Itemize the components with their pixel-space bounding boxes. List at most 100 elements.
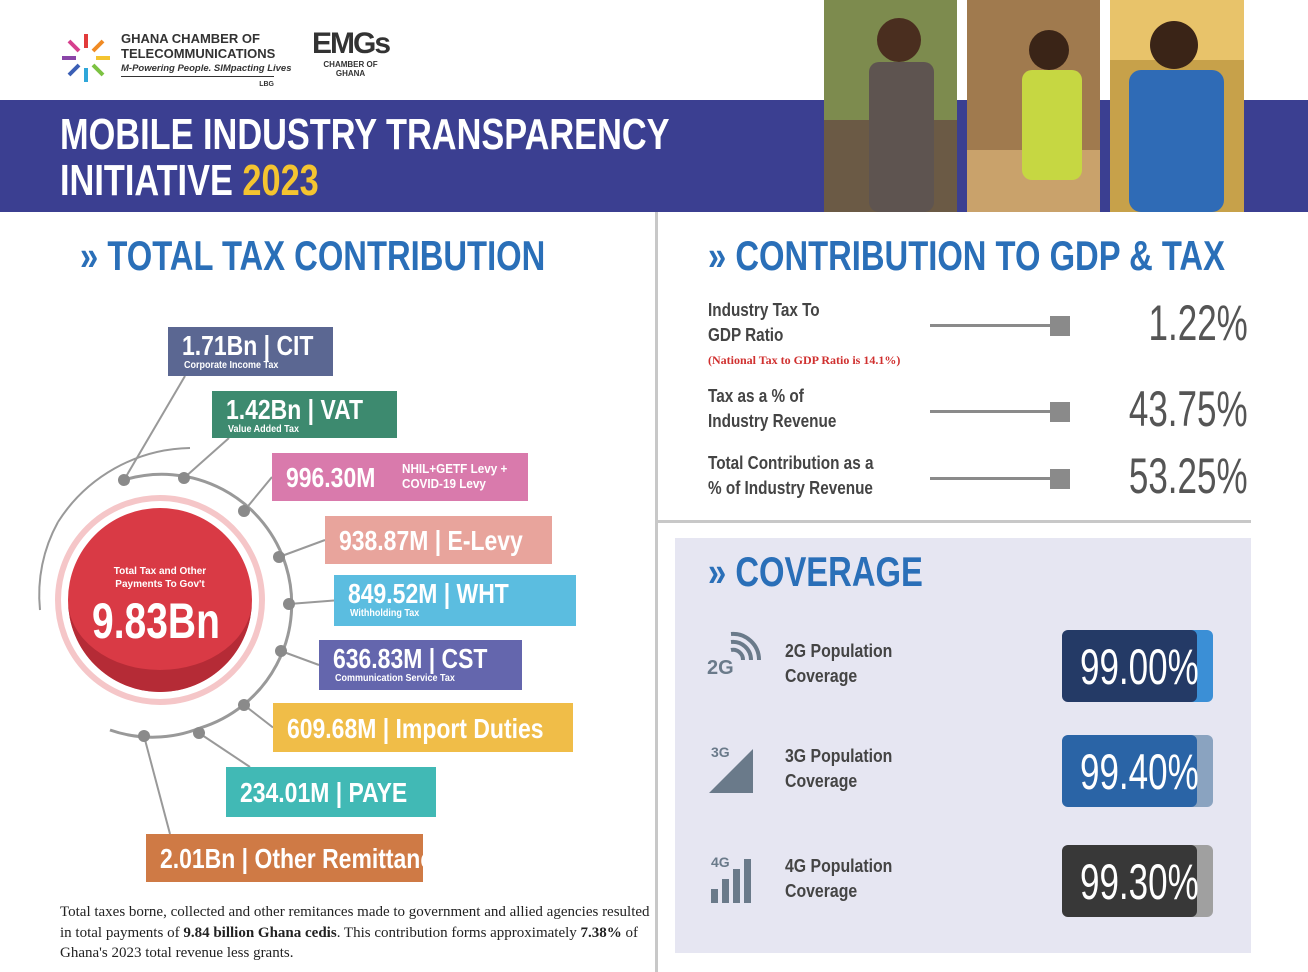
gdp-label: Total Contribution as a % of Industry Re… bbox=[708, 453, 874, 498]
coverage-value: 99.00% bbox=[1080, 639, 1199, 695]
gdp-value: 43.75% bbox=[1129, 381, 1248, 437]
tax-main: 636.83M | CST bbox=[333, 643, 488, 674]
tax-main: 234.01M | PAYE bbox=[240, 777, 408, 808]
coverage-label: 2G Population Coverage bbox=[785, 641, 893, 686]
center-value: 9.83Bn bbox=[92, 593, 220, 649]
dot bbox=[118, 474, 130, 486]
slider-line bbox=[930, 410, 1060, 413]
tax-box: 849.52M | WHT Withholding Tax bbox=[334, 575, 576, 626]
connector bbox=[123, 375, 186, 481]
signal-triangle bbox=[709, 749, 753, 793]
network-icon-label: 4G bbox=[711, 854, 730, 870]
coverage-label: 3G Population Coverage bbox=[785, 746, 893, 791]
tax-box: 234.01M | PAYE bbox=[226, 767, 436, 817]
tax-wheel bbox=[38, 375, 335, 835]
network-icon: 4G bbox=[711, 854, 751, 903]
connector bbox=[280, 650, 320, 666]
ems-logo-text: EMGs bbox=[312, 27, 391, 60]
divider bbox=[658, 520, 1251, 523]
section-heading: » COVERAGE bbox=[708, 548, 923, 595]
coverage-value: 99.40% bbox=[1080, 744, 1199, 800]
ems-line: GHANA bbox=[335, 69, 366, 78]
tax-box: 938.87M | E-Levy bbox=[325, 516, 552, 564]
signal-arc bbox=[730, 647, 745, 661]
tax-box: 636.83M | CST Communication Service Tax bbox=[319, 640, 522, 690]
tax-main: 609.68M | Import Duties bbox=[287, 712, 544, 744]
tax-box: 1.71Bn | CIT Corporate Income Tax bbox=[168, 327, 333, 376]
tax-box: 609.68M | Import Duties bbox=[273, 703, 573, 752]
tax-main: 1.42Bn | VAT bbox=[226, 394, 363, 425]
divider bbox=[655, 212, 658, 972]
signal-arc bbox=[730, 639, 754, 661]
dot bbox=[138, 730, 150, 742]
dot bbox=[238, 699, 250, 711]
gdp-label: Tax as a % of Industry Revenue bbox=[708, 386, 837, 431]
connector bbox=[198, 732, 251, 768]
tax-main: 938.87M | E-Levy bbox=[339, 525, 523, 556]
tax-sub: Value Added Tax bbox=[228, 424, 300, 435]
slider-line bbox=[930, 477, 1060, 480]
dot bbox=[193, 727, 205, 739]
tax-box: 2.01Bn | Other Remittances bbox=[146, 834, 423, 882]
tax-sub: Corporate Income Tax bbox=[184, 360, 279, 371]
org-suffix: LBG bbox=[121, 76, 274, 92]
slider-knob bbox=[1050, 469, 1070, 489]
connector bbox=[243, 704, 274, 729]
connector bbox=[183, 437, 230, 479]
network-icon-label: 2G bbox=[707, 657, 734, 679]
ems-line: CHAMBER OF bbox=[323, 60, 378, 69]
slider-knob bbox=[1050, 316, 1070, 336]
connector bbox=[143, 735, 171, 835]
tax-note: NHIL+GETF Levy + COVID-19 Levy bbox=[402, 461, 508, 491]
tax-box: 1.42Bn | VAT Value Added Tax bbox=[212, 391, 397, 438]
dot bbox=[238, 505, 250, 517]
gdp-label: Industry Tax To GDP Ratio bbox=[708, 300, 820, 345]
tax-main: 2.01Bn | Other Remittances bbox=[160, 843, 423, 874]
title: MOBILE INDUSTRY TRANSPARENCY INITIATIVE … bbox=[60, 112, 670, 204]
slider-line bbox=[930, 324, 1060, 327]
gdp-note: (National Tax to GDP Ratio is 14.1%) bbox=[708, 353, 901, 367]
network-icon: 3G bbox=[709, 744, 753, 793]
signal-bar bbox=[722, 879, 729, 903]
coverage-value-box: 99.00% bbox=[1062, 630, 1199, 702]
title-year: 2023 bbox=[242, 156, 319, 205]
center-label: Total Tax and Other Payments To Gov't bbox=[113, 566, 207, 590]
org-name-line: GHANA CHAMBER OF bbox=[121, 31, 260, 46]
chamber-logo bbox=[62, 34, 110, 82]
signal-bar bbox=[733, 869, 740, 903]
coverage-label: 4G Population Coverage bbox=[785, 856, 893, 901]
org-name: GHANA CHAMBER OF TELECOMMUNICATIONS M-Po… bbox=[121, 31, 292, 92]
network-icon: 2G bbox=[707, 631, 762, 679]
tax-main: 1.71Bn | CIT bbox=[182, 330, 314, 361]
connector bbox=[278, 539, 326, 558]
title-line: INITIATIVE bbox=[60, 156, 233, 205]
ems-logo: EMGs CHAMBER OF GHANA bbox=[312, 27, 391, 79]
coverage-value: 99.30% bbox=[1080, 854, 1199, 910]
connector bbox=[243, 476, 273, 512]
tax-sub: Communication Service Tax bbox=[335, 673, 455, 684]
signal-arc bbox=[730, 631, 762, 661]
connector bbox=[288, 599, 335, 605]
section-heading: » CONTRIBUTION TO GDP & TAX bbox=[708, 232, 1225, 279]
gdp-value: 1.22% bbox=[1148, 295, 1248, 351]
tax-box: 996.30M NHIL+GETF Levy + COVID-19 Levy bbox=[272, 453, 528, 501]
gdp-value: 53.25% bbox=[1129, 448, 1248, 504]
section-heading: » TOTAL TAX CONTRIBUTION bbox=[80, 232, 546, 279]
signal-bar bbox=[744, 859, 751, 903]
org-name-line: TELECOMMUNICATIONS bbox=[121, 46, 276, 61]
coverage-value-box: 99.30% bbox=[1062, 845, 1199, 917]
title-line: MOBILE INDUSTRY TRANSPARENCY bbox=[60, 110, 670, 159]
slider-knob bbox=[1050, 402, 1070, 422]
footnote-part: . This contribution forms approximately bbox=[336, 924, 581, 941]
footnote-part: of Ghana's 2023 total revenue less grant… bbox=[60, 924, 639, 962]
tax-main: 849.52M | WHT bbox=[348, 578, 509, 609]
org-tagline: M-Powering People. SIMpacting Lives bbox=[121, 63, 292, 74]
footnote-part: Total taxes borne, collected and other r… bbox=[60, 904, 650, 941]
tax-sub: Withholding Tax bbox=[350, 608, 420, 619]
footnote-part: 7.38% bbox=[580, 924, 622, 941]
dot bbox=[283, 598, 295, 610]
dot bbox=[273, 551, 285, 563]
dot bbox=[275, 645, 287, 657]
network-icon-label: 3G bbox=[711, 744, 730, 760]
